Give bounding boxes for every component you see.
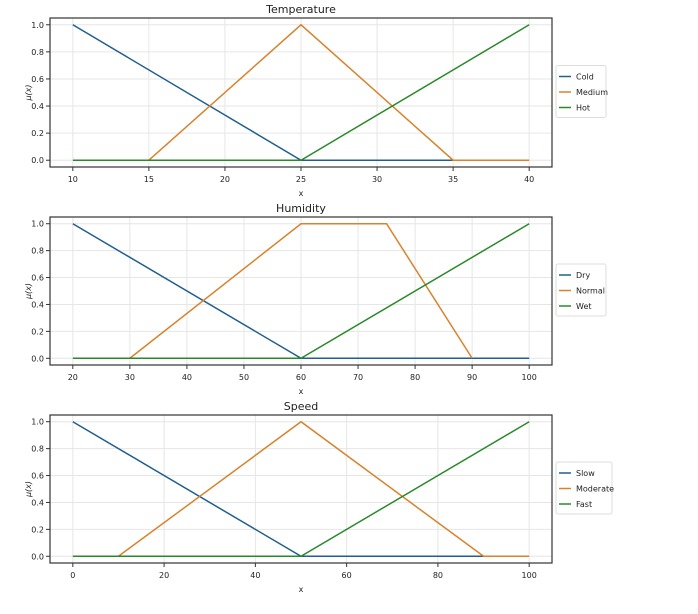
subplot-temperature: Temperature 10 15 20 25 30 35 40 0.0 0.2 0.4 0.6 0.8… — [24, 3, 608, 198]
y-tick-label: 0.8 — [31, 48, 44, 57]
x-tick-label: 30 — [125, 373, 135, 382]
x-tick-label: 15 — [144, 175, 154, 184]
y-tick-label: 0.8 — [31, 247, 44, 256]
y-tick-label: 0.6 — [31, 274, 44, 283]
y-tick-label: 0.2 — [31, 525, 44, 534]
legend: Cold Medium Hot — [555, 65, 608, 118]
y-tick-label: 1.0 — [31, 21, 44, 30]
legend: Dry Normal Wet — [555, 263, 607, 317]
x-tick-label: 70 — [353, 373, 363, 382]
y-tick-label: 0.4 — [31, 300, 44, 309]
x-tick-label: 40 — [250, 571, 260, 580]
x-tick-label: 40 — [524, 175, 534, 184]
series-line-moderate — [118, 420, 530, 558]
legend-label: Medium — [576, 88, 608, 97]
y-tick-label: 0.0 — [31, 354, 44, 363]
y-tick-label: 1.0 — [31, 418, 44, 427]
x-tick-label: 20 — [68, 373, 78, 382]
series-line-slow — [72, 421, 484, 558]
y-tick-label: 0.0 — [31, 156, 44, 165]
x-tick-label: 35 — [448, 175, 458, 184]
legend-label: Slow — [576, 469, 595, 478]
x-tick-label: 60 — [342, 571, 352, 580]
series-line-fast — [72, 421, 530, 558]
legend-box — [555, 65, 607, 118]
x-axis-label: x — [299, 189, 304, 198]
y-tick-label: 0.6 — [31, 75, 44, 84]
x-tick-label: 40 — [182, 373, 192, 382]
series-line-hot — [72, 24, 530, 161]
legend-label: Wet — [576, 302, 592, 311]
y-axis-label: μ(x) — [24, 283, 33, 300]
x-axis-label: x — [299, 387, 304, 396]
y-tick-label: 0.4 — [31, 102, 44, 111]
series-line-wet — [72, 223, 530, 360]
y-axis-label: μ(x) — [24, 84, 33, 101]
chart-title: Speed — [284, 400, 318, 413]
x-tick-label: 60 — [296, 373, 306, 382]
y-tick-label: 0.4 — [31, 498, 44, 507]
axes-frame — [49, 414, 553, 564]
legend-label: Fast — [576, 500, 592, 509]
series-line-cold — [72, 24, 454, 161]
x-tick-label: 10 — [68, 175, 78, 184]
chart-title: Temperature — [265, 3, 336, 16]
x-tick-label: 0 — [70, 571, 75, 580]
axes-frame — [49, 216, 553, 366]
y-tick-label: 0.8 — [31, 445, 44, 454]
legend: Slow Moderate Fast — [555, 461, 614, 515]
x-tick-label: 100 — [522, 373, 537, 382]
x-tick-label: 25 — [296, 175, 306, 184]
series-line-normal — [129, 222, 473, 359]
subplot-humidity: Humidity 20 30 40 50 60 70 80 90 100 0.0 0.2 0.4 0.6 0… — [24, 202, 607, 396]
y-tick-label: 0.2 — [31, 129, 44, 138]
x-tick-label: 100 — [522, 571, 537, 580]
x-tick-label: 50 — [239, 373, 249, 382]
x-tick-label: 90 — [467, 373, 477, 382]
legend-label: Normal — [576, 287, 605, 296]
y-tick-label: 1.0 — [31, 220, 44, 229]
x-tick-label: 20 — [220, 175, 230, 184]
y-tick-label: 0.2 — [31, 327, 44, 336]
series-line-medium — [148, 23, 530, 161]
legend-label: Cold — [576, 73, 594, 82]
x-tick-label: 80 — [433, 571, 443, 580]
y-tick-label: 0.6 — [31, 472, 44, 481]
legend-label: Moderate — [576, 485, 614, 494]
chart-title: Humidity — [276, 202, 326, 215]
subplot-speed: Speed 0 20 40 60 80 100 0.0 0.2 0.4 0.6 0.8 1.0 x μ(x)… — [24, 400, 614, 594]
axes-frame — [49, 17, 553, 168]
y-tick-label: 0.0 — [31, 552, 44, 561]
legend-box — [555, 461, 613, 515]
x-tick-label: 30 — [372, 175, 382, 184]
x-tick-label: 80 — [410, 373, 420, 382]
x-tick-label: 20 — [159, 571, 169, 580]
y-axis-label: μ(x) — [24, 481, 33, 498]
legend-label: Dry — [576, 271, 590, 280]
x-axis-label: x — [299, 585, 304, 594]
legend-label: Hot — [576, 104, 590, 113]
legend-box — [555, 263, 607, 317]
